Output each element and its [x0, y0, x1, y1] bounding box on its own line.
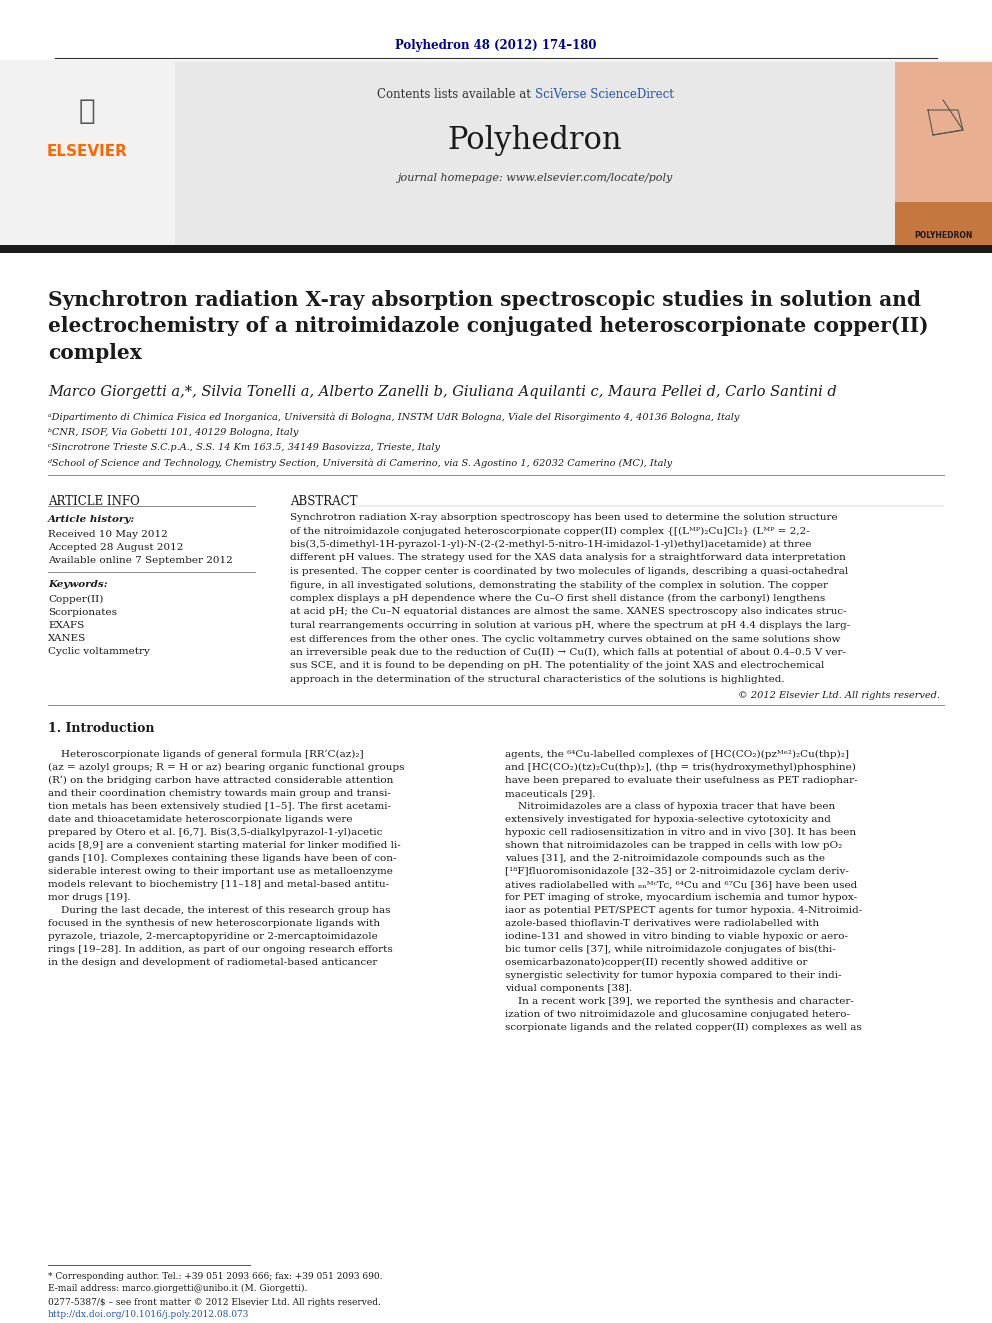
- Text: © 2012 Elsevier Ltd. All rights reserved.: © 2012 Elsevier Ltd. All rights reserved…: [738, 691, 940, 700]
- Text: complex displays a pH dependence where the Cu–O first shell distance (from the c: complex displays a pH dependence where t…: [290, 594, 825, 603]
- Text: Contents lists available at: Contents lists available at: [377, 89, 535, 102]
- Text: iaor as potential PET/SPECT agents for tumor hypoxia. 4-Nitroimid-: iaor as potential PET/SPECT agents for t…: [505, 906, 862, 916]
- Text: hypoxic cell radiosensitization in vitro and in vivo [30]. It has been: hypoxic cell radiosensitization in vitro…: [505, 828, 856, 837]
- Text: ᵈSchool of Science and Technology, Chemistry Section, Università di Camerino, vi: ᵈSchool of Science and Technology, Chemi…: [48, 458, 673, 467]
- Text: in the design and development of radiometal-based anticancer: in the design and development of radiome…: [48, 958, 377, 967]
- Text: date and thioacetamidate heteroscorpionate ligands were: date and thioacetamidate heteroscorpiona…: [48, 815, 352, 824]
- Text: Polyhedron 48 (2012) 174–180: Polyhedron 48 (2012) 174–180: [395, 38, 597, 52]
- Text: is presented. The copper center is coordinated by two molecules of ligands, desc: is presented. The copper center is coord…: [290, 568, 848, 576]
- Text: acids [8,9] are a convenient starting material for linker modified li-: acids [8,9] are a convenient starting ma…: [48, 841, 401, 849]
- Text: [¹⁸F]fluoromisonidazole [32–35] or 2-nitroimidazole cyclam deriv-: [¹⁸F]fluoromisonidazole [32–35] or 2-nit…: [505, 867, 849, 876]
- Text: XANES: XANES: [48, 634, 86, 643]
- Text: for PET imaging of stroke, myocardium ischemia and tumor hypox-: for PET imaging of stroke, myocardium is…: [505, 893, 857, 902]
- Bar: [0, 60, 175, 245]
- Text: est differences from the other ones. The cyclic voltammetry curves obtained on t: est differences from the other ones. The…: [290, 635, 840, 643]
- Text: Polyhedron: Polyhedron: [447, 124, 622, 156]
- Text: EXAFS: EXAFS: [48, 620, 84, 630]
- Bar: [895, 62, 992, 245]
- Text: ization of two nitroimidazole and glucosamine conjugated hetero-: ization of two nitroimidazole and glucos…: [505, 1009, 850, 1019]
- Text: at acid pH; the Cu–N equatorial distances are almost the same. XANES spectroscop: at acid pH; the Cu–N equatorial distance…: [290, 607, 846, 617]
- Text: ᵇCNR, ISOF, Via Gobetti 101, 40129 Bologna, Italy: ᵇCNR, ISOF, Via Gobetti 101, 40129 Bolog…: [48, 429, 299, 437]
- Text: rings [19–28]. In addition, as part of our ongoing research efforts: rings [19–28]. In addition, as part of o…: [48, 945, 393, 954]
- Text: journal homepage: www.elsevier.com/locate/poly: journal homepage: www.elsevier.com/locat…: [398, 173, 673, 183]
- Text: Received 10 May 2012: Received 10 May 2012: [48, 531, 168, 538]
- Text: Article history:: Article history:: [48, 515, 135, 524]
- Text: vidual components [38].: vidual components [38].: [505, 984, 632, 994]
- Text: Synchrotron radiation X-ray absorption spectroscopy has been used to determine t: Synchrotron radiation X-ray absorption s…: [290, 513, 837, 523]
- Text: atives radiolabelled with ₙₙᴹᶜTc, ⁶⁴Cu and ⁶⁷Cu [36] have been used: atives radiolabelled with ₙₙᴹᶜTc, ⁶⁴Cu a…: [505, 880, 857, 889]
- Text: bic tumor cells [37], while nitroimidazole conjugates of bis(thi-: bic tumor cells [37], while nitroimidazo…: [505, 945, 835, 954]
- Text: synergistic selectivity for tumor hypoxia compared to their indi-: synergistic selectivity for tumor hypoxi…: [505, 971, 841, 980]
- Text: Marco Giorgetti a,*, Silvia Tonelli a, Alberto Zanelli b, Giuliana Aquilanti c, : Marco Giorgetti a,*, Silvia Tonelli a, A…: [48, 385, 836, 400]
- Text: values [31], and the 2-nitroimidazole compounds such as the: values [31], and the 2-nitroimidazole co…: [505, 855, 825, 863]
- Text: shown that nitroimidazoles can be trapped in cells with low pO₂: shown that nitroimidazoles can be trappe…: [505, 841, 842, 849]
- Bar: [175, 62, 895, 245]
- Text: tural rearrangements occurring in solution at various pH, where the spectrum at : tural rearrangements occurring in soluti…: [290, 620, 850, 630]
- Text: and [HC(CO₂)(tz)₂Cu(thp)₂], (thp = tris(hydroxymethyl)phosphine): and [HC(CO₂)(tz)₂Cu(thp)₂], (thp = tris(…: [505, 763, 856, 773]
- Text: focused in the synthesis of new heteroscorpionate ligands with: focused in the synthesis of new heterosc…: [48, 919, 380, 927]
- Text: POLYHEDRON: POLYHEDRON: [914, 230, 972, 239]
- Text: figure, in all investigated solutions, demonstrating the stability of the comple: figure, in all investigated solutions, d…: [290, 581, 828, 590]
- Text: Keywords:: Keywords:: [48, 579, 107, 589]
- Text: ARTICLE INFO: ARTICLE INFO: [48, 495, 140, 508]
- Text: have been prepared to evaluate their usefulness as PET radiophar-: have been prepared to evaluate their use…: [505, 777, 858, 785]
- Text: an irreversible peak due to the reduction of Cu(II) → Cu(I), which falls at pote: an irreversible peak due to the reductio…: [290, 648, 846, 658]
- Text: bis(3,5-dimethyl-1H-pyrazol-1-yl)-N-(2-(2-methyl-5-nitro-1H-imidazol-1-yl)ethyl): bis(3,5-dimethyl-1H-pyrazol-1-yl)-N-(2-(…: [290, 540, 811, 549]
- Bar: [0, 245, 992, 253]
- Text: Available online 7 September 2012: Available online 7 September 2012: [48, 556, 233, 565]
- Text: SciVerse ScienceDirect: SciVerse ScienceDirect: [535, 89, 674, 102]
- Text: iodine-131 and showed in vitro binding to viable hypoxic or aero-: iodine-131 and showed in vitro binding t…: [505, 931, 848, 941]
- Text: 0277-5387/$ – see front matter © 2012 Elsevier Ltd. All rights reserved.: 0277-5387/$ – see front matter © 2012 El…: [48, 1298, 381, 1307]
- Text: (Rʹ) on the bridging carbon have attracted considerable attention: (Rʹ) on the bridging carbon have attract…: [48, 777, 394, 786]
- Text: models relevant to biochemistry [11–18] and metal-based antitu-: models relevant to biochemistry [11–18] …: [48, 880, 389, 889]
- Text: (az = azolyl groups; R = H or az) bearing organic functional groups: (az = azolyl groups; R = H or az) bearin…: [48, 763, 405, 773]
- Text: 🌳: 🌳: [78, 98, 95, 126]
- Text: scorpionate ligands and the related copper(II) complexes as well as: scorpionate ligands and the related copp…: [505, 1023, 862, 1032]
- Text: of the nitroimidazole conjugated heteroscorpionate copper(II) complex {[(Lᴹᴾ)₂Cu: of the nitroimidazole conjugated heteros…: [290, 527, 809, 536]
- Text: Synchrotron radiation X-ray absorption spectroscopic studies in solution and
ele: Synchrotron radiation X-ray absorption s…: [48, 290, 929, 363]
- Text: Accepted 28 August 2012: Accepted 28 August 2012: [48, 542, 184, 552]
- Text: sus SCE, and it is found to be depending on pH. The potentiality of the joint XA: sus SCE, and it is found to be depending…: [290, 662, 824, 671]
- Text: Copper(II): Copper(II): [48, 595, 103, 605]
- Text: ᶜSincrotrone Trieste S.C.p.A., S.S. 14 Km 163.5, 34149 Basovizza, Trieste, Italy: ᶜSincrotrone Trieste S.C.p.A., S.S. 14 K…: [48, 443, 440, 452]
- Text: Scorpionates: Scorpionates: [48, 609, 117, 617]
- Text: During the last decade, the interest of this research group has: During the last decade, the interest of …: [48, 906, 391, 916]
- Text: azole-based thioflavin-T derivatives were radiolabelled with: azole-based thioflavin-T derivatives wer…: [505, 919, 819, 927]
- Text: approach in the determination of the structural characteristics of the solutions: approach in the determination of the str…: [290, 675, 785, 684]
- Text: Cyclic voltammetry: Cyclic voltammetry: [48, 647, 150, 656]
- Text: agents, the ⁶⁴Cu-labelled complexes of [HC(CO₂)(pzᴹᵉ²)₂Cu(thp)₂]: agents, the ⁶⁴Cu-labelled complexes of […: [505, 750, 849, 759]
- Text: gands [10]. Complexes containing these ligands have been of con-: gands [10]. Complexes containing these l…: [48, 855, 397, 863]
- Bar: [0, 60, 992, 245]
- Text: ABSTRACT: ABSTRACT: [290, 495, 357, 508]
- Bar: [895, 62, 992, 202]
- Text: http://dx.doi.org/10.1016/j.poly.2012.08.073: http://dx.doi.org/10.1016/j.poly.2012.08…: [48, 1310, 249, 1319]
- Text: E-mail address: marco.giorgetti@unibo.it (M. Giorgetti).: E-mail address: marco.giorgetti@unibo.it…: [48, 1285, 308, 1293]
- Text: ELSEVIER: ELSEVIER: [47, 144, 127, 160]
- Text: prepared by Otero et al. [6,7]. Bis(3,5-dialkylpyrazol-1-yl)acetic: prepared by Otero et al. [6,7]. Bis(3,5-…: [48, 828, 382, 837]
- Text: pyrazole, triazole, 2-mercaptopyridine or 2-mercaptoimidazole: pyrazole, triazole, 2-mercaptopyridine o…: [48, 931, 378, 941]
- Text: Heteroscorpionate ligands of general formula [RRʹC(az)₂]: Heteroscorpionate ligands of general for…: [48, 750, 364, 759]
- Text: mor drugs [19].: mor drugs [19].: [48, 893, 131, 902]
- Text: extensively investigated for hypoxia-selective cytotoxicity and: extensively investigated for hypoxia-sel…: [505, 815, 831, 824]
- Text: maceuticals [29].: maceuticals [29].: [505, 789, 595, 798]
- Text: osemicarbazonato)copper(II) recently showed additive or: osemicarbazonato)copper(II) recently sho…: [505, 958, 807, 967]
- Text: 1. Introduction: 1. Introduction: [48, 722, 155, 736]
- Text: ᵃDipartimento di Chimica Fisica ed Inorganica, Università di Bologna, INSTM UdR : ᵃDipartimento di Chimica Fisica ed Inorg…: [48, 413, 739, 422]
- Text: * Corresponding author. Tel.: +39 051 2093 666; fax: +39 051 2093 690.: * Corresponding author. Tel.: +39 051 20…: [48, 1271, 383, 1281]
- Text: siderable interest owing to their important use as metalloenzyme: siderable interest owing to their import…: [48, 867, 393, 876]
- Text: In a recent work [39], we reported the synthesis and character-: In a recent work [39], we reported the s…: [505, 998, 854, 1005]
- Bar: [895, 202, 992, 245]
- Text: different pH values. The strategy used for the XAS data analysis for a straightf: different pH values. The strategy used f…: [290, 553, 846, 562]
- Text: Nitroimidazoles are a class of hypoxia tracer that have been: Nitroimidazoles are a class of hypoxia t…: [505, 802, 835, 811]
- Text: and their coordination chemistry towards main group and transi-: and their coordination chemistry towards…: [48, 789, 391, 798]
- Text: tion metals has been extensively studied [1–5]. The first acetami-: tion metals has been extensively studied…: [48, 802, 391, 811]
